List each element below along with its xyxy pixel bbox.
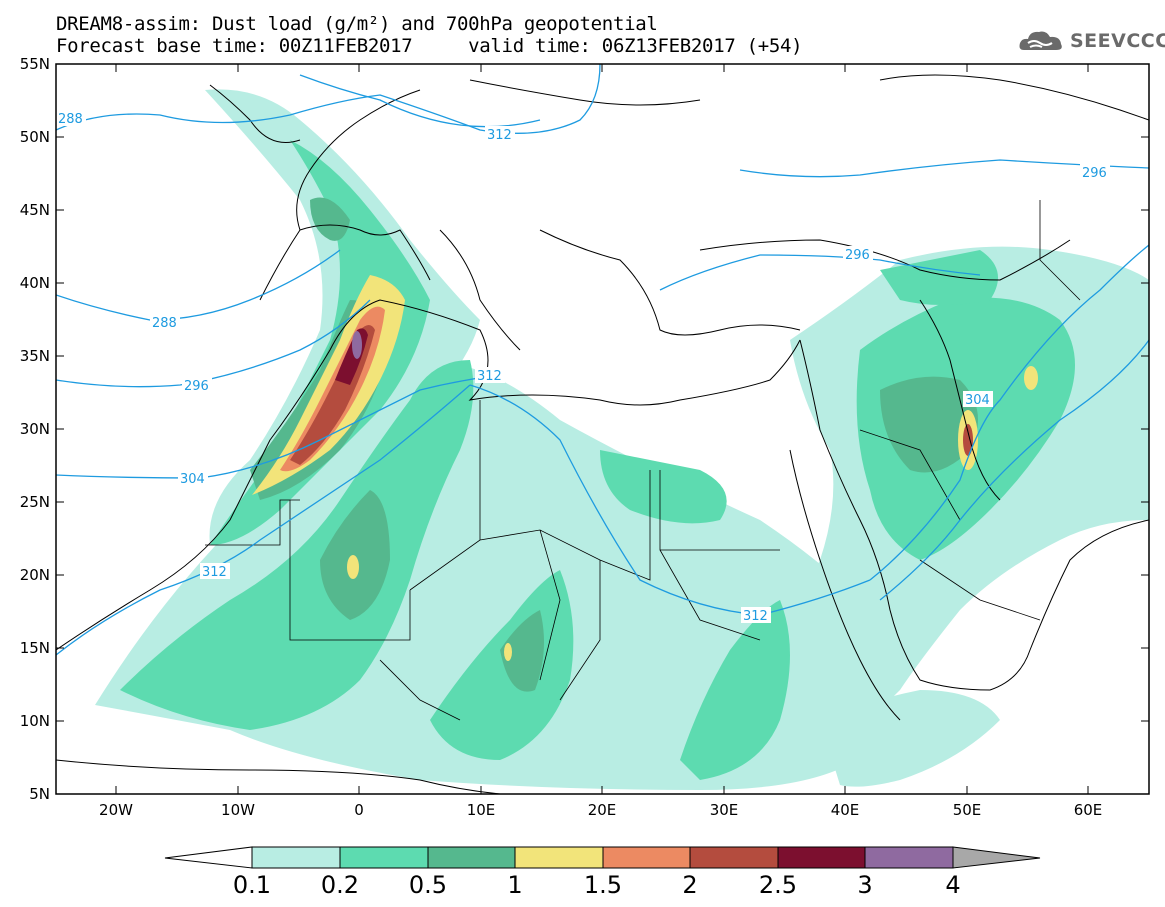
colorbar-tick-label: 1 xyxy=(507,871,522,899)
dust-spot-2a xyxy=(963,424,973,456)
contour-288-west xyxy=(56,249,341,321)
dust-band-02g xyxy=(600,450,727,524)
contour-label: 312 xyxy=(743,609,768,624)
country-borders xyxy=(205,200,1081,721)
colorbar-tick-label: 0.5 xyxy=(409,871,447,899)
colorbar-bin xyxy=(864,846,954,869)
contour-label: 312 xyxy=(487,128,512,143)
colorbar-tick-label: 4 xyxy=(945,871,960,899)
colorbar: 0.1 0.2 0.5 1 1.5 2 2.5 3 4 xyxy=(164,846,1041,899)
colorbar-bin xyxy=(427,846,516,869)
lon-label: 60E xyxy=(1074,801,1103,819)
colorbar-bin xyxy=(689,846,779,869)
dust-band-02b xyxy=(210,140,430,545)
forecast-times: Forecast base time: 00Z11FEB2017 valid t… xyxy=(56,35,803,57)
lat-label: 5N xyxy=(29,785,50,803)
lat-label: 30N xyxy=(20,420,50,438)
contour-label: 296 xyxy=(184,379,209,394)
lon-label: 10W xyxy=(221,801,255,819)
coastlines xyxy=(56,74,1149,794)
lon-label: 0 xyxy=(354,801,364,819)
colorbar-over-arrow xyxy=(952,846,1041,869)
lon-label: 20E xyxy=(588,801,617,819)
colorbar-tick-label: 3 xyxy=(857,871,872,899)
lon-label: 10E xyxy=(467,801,496,819)
colorbar-tick-label: 0.1 xyxy=(233,871,271,899)
dust-field xyxy=(95,89,1149,790)
lat-label: 35N xyxy=(20,347,50,365)
dust-spot-1c xyxy=(1024,366,1038,390)
contour-296-west xyxy=(56,299,371,388)
contour-label: 304 xyxy=(965,393,990,408)
lat-label: 25N xyxy=(20,493,50,511)
dust-band-3 xyxy=(352,331,362,359)
contour-312-mid xyxy=(469,384,871,616)
seevccc-logo: SEEVCCC xyxy=(1018,26,1165,56)
contour-312-north xyxy=(299,74,541,128)
contour-304-west xyxy=(56,374,501,479)
lon-label: 20W xyxy=(99,801,133,819)
lon-label: 40E xyxy=(831,801,860,819)
colorbar-tick-label: 0.2 xyxy=(321,871,359,899)
contour-304-east xyxy=(869,244,1149,581)
dust-spot-1a xyxy=(347,555,359,579)
dust-region-red-sea xyxy=(820,690,1000,787)
contour-296-mid xyxy=(659,254,981,291)
colorbar-under-arrow xyxy=(164,846,253,869)
dust-band-02d xyxy=(680,600,790,780)
dust-band-05d xyxy=(880,376,978,473)
latitude-labels: 55N 50N 45N 40N 35N 30N 25N 20N 15N 10N … xyxy=(20,55,50,803)
lon-label: 50E xyxy=(953,801,982,819)
contour-label: 312 xyxy=(202,565,227,580)
contour-label: 288 xyxy=(152,316,177,331)
colorbar-bin xyxy=(339,846,429,869)
map-title: DREAM8-assim: Dust load (g/m²) and 700hP… xyxy=(56,13,658,35)
colorbar-tick-label: 1.5 xyxy=(584,871,622,899)
contour-label: 288 xyxy=(58,112,83,127)
axis-ticks xyxy=(56,63,1149,794)
contour-288-north xyxy=(56,64,601,134)
lat-label: 50N xyxy=(20,128,50,146)
dust-band-05c xyxy=(500,610,544,692)
contour-label: 304 xyxy=(180,472,205,487)
contour-312-east xyxy=(879,339,1149,601)
lat-label: 20N xyxy=(20,566,50,584)
logo-text: SEEVCCC xyxy=(1070,30,1165,52)
colorbar-tick-label: 2.5 xyxy=(759,871,797,899)
contour-label: 296 xyxy=(845,248,870,263)
longitude-labels: 20W 10W 0 10E 20E 30E 40E 50E 60E xyxy=(99,801,1102,819)
dust-band-05e xyxy=(310,197,350,241)
contour-label: 312 xyxy=(477,369,502,384)
dust-band-02f xyxy=(880,250,998,305)
dust-band-05b xyxy=(320,490,390,620)
colorbar-bin xyxy=(602,846,691,869)
colorbar-tick-label: 2 xyxy=(682,871,697,899)
contour-312-west xyxy=(56,384,471,656)
cloud-logo-icon xyxy=(1019,31,1062,50)
lat-label: 10N xyxy=(20,712,50,730)
lat-label: 40N xyxy=(20,274,50,292)
colorbar-bin xyxy=(251,846,341,869)
contour-label: 296 xyxy=(1082,166,1107,181)
lon-label: 30E xyxy=(710,801,739,819)
colorbar-bin xyxy=(777,846,866,869)
dust-spot-1b xyxy=(504,643,512,661)
lat-label: 15N xyxy=(20,639,50,657)
dust-band-02 xyxy=(120,360,474,730)
lat-label: 55N xyxy=(20,55,50,73)
colorbar-bin xyxy=(514,846,604,869)
contour-labels: 288 312 296 296 288 312 296 304 304 312 … xyxy=(56,110,1110,624)
lat-label: 45N xyxy=(20,201,50,219)
